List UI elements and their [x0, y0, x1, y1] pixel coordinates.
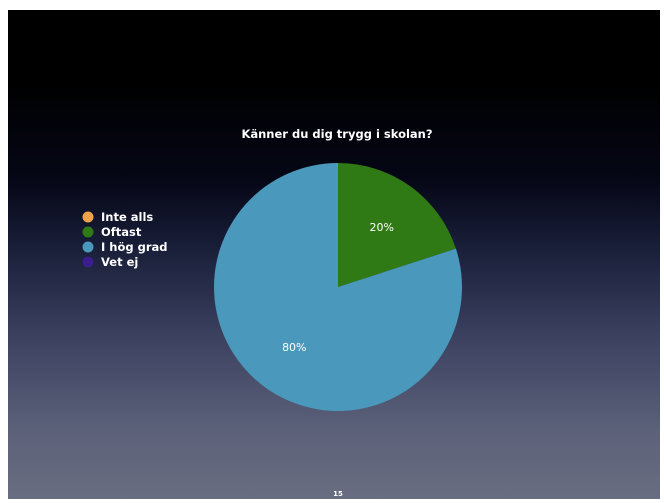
legend-swatch-oftast [82, 226, 94, 238]
legend-swatch-inte-alls [82, 211, 94, 223]
slice-label-i-h-g-grad: 80% [282, 341, 306, 354]
pie-slices [213, 163, 462, 411]
pie-chart: Känner du dig trygg i skolan? 20% 80% Int… [82, 127, 462, 498]
legend-label-i-h-g-grad: I hög grad [101, 240, 168, 254]
slide: Känner du dig trygg i skolan? 20% 80% Int… [8, 10, 660, 499]
legend-swatch-i-h-g-grad [82, 241, 94, 253]
page-number: 15 [333, 490, 343, 498]
legend-label-inte-alls: Inte alls [101, 210, 153, 224]
slice-label-oftast: 20% [369, 221, 393, 234]
slice-labels: 20% 80% [282, 221, 394, 354]
legend-label-oftast: Oftast [101, 225, 142, 239]
pie-slice-oftast [338, 163, 456, 287]
legend-label-vet-ej: Vet ej [101, 255, 138, 269]
pie-slice-i-h-g-grad [213, 163, 462, 411]
legend-swatch-vet-ej [82, 256, 94, 268]
chart-title: Känner du dig trygg i skolan? [241, 127, 432, 141]
